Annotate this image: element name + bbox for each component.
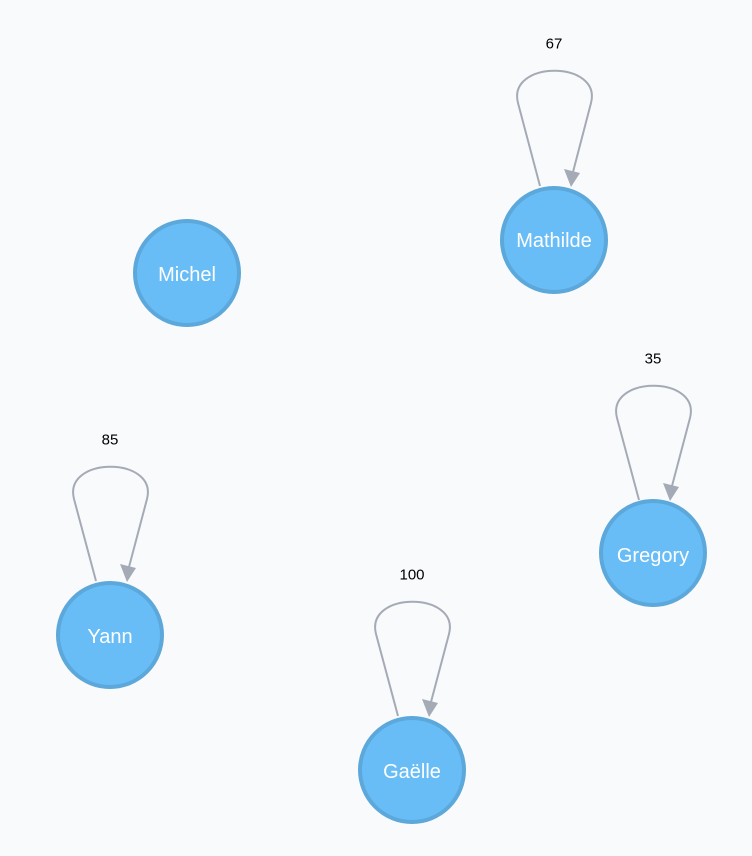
edge-line[interactable]	[72, 465, 149, 582]
edge-gaelle-gaelle[interactable]: 100	[374, 567, 451, 718]
node-circle[interactable]	[500, 186, 608, 294]
edge-label: 67	[546, 36, 563, 53]
node-circle[interactable]	[56, 581, 164, 689]
edge-line[interactable]	[374, 600, 451, 717]
node-label: Yann	[87, 626, 132, 648]
node-circle[interactable]	[358, 716, 466, 824]
edge-label: 100	[399, 567, 424, 584]
arrowhead-icon	[663, 483, 679, 501]
node-label: Mathilde	[516, 230, 592, 252]
node-mathilde[interactable]: Mathilde	[500, 186, 608, 294]
edge-line[interactable]	[516, 69, 593, 187]
arrowhead-icon	[564, 169, 580, 187]
node-yann[interactable]: Yann	[56, 581, 164, 689]
edge-label: 35	[645, 351, 662, 368]
node-gaelle[interactable]: Gaëlle	[358, 716, 466, 824]
edge-mathilde-mathilde[interactable]: 67	[516, 36, 593, 188]
node-label: Gaëlle	[383, 761, 441, 783]
edge-yann-yann[interactable]: 85	[72, 432, 149, 583]
edge-label: 85	[102, 432, 119, 449]
arrowhead-icon	[422, 699, 438, 717]
node-michel[interactable]: Michel	[133, 219, 241, 327]
node-label: Gregory	[617, 545, 689, 567]
node-circle[interactable]	[133, 219, 241, 327]
node-label: Michel	[158, 264, 216, 286]
node-circle[interactable]	[599, 499, 707, 607]
edge-line[interactable]	[615, 384, 692, 501]
arrowhead-icon	[120, 564, 136, 582]
node-gregory[interactable]: Gregory	[599, 499, 707, 607]
edge-gregory-gregory[interactable]: 35	[615, 351, 692, 502]
